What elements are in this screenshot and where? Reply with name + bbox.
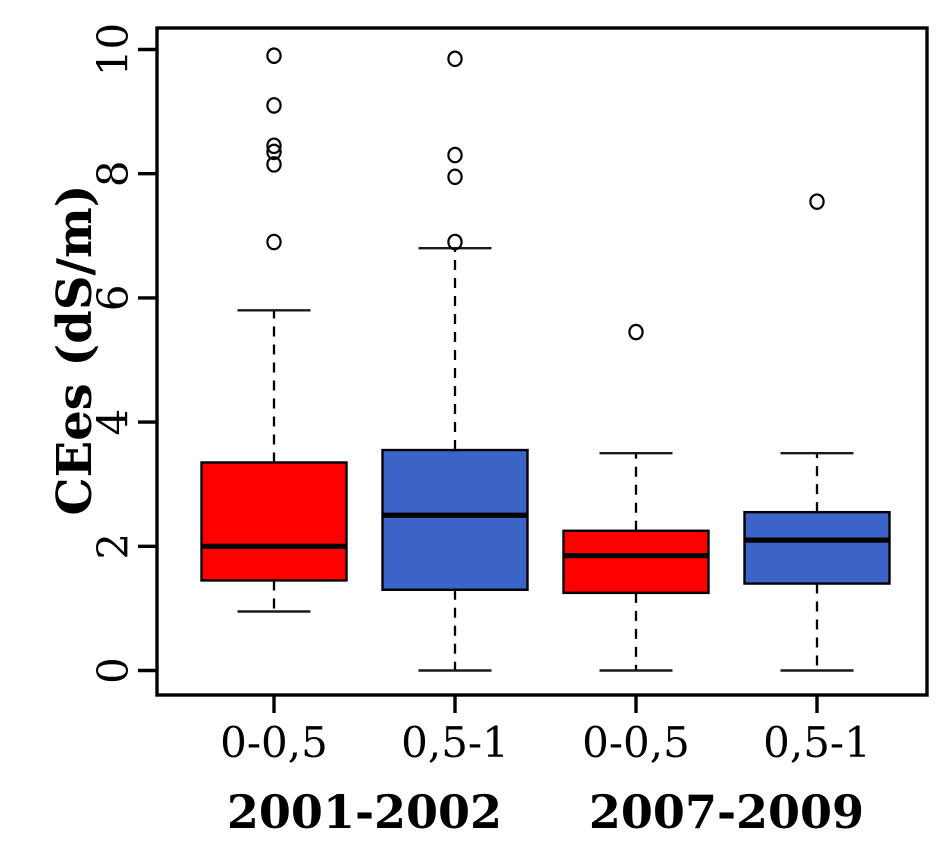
outlier-point bbox=[266, 47, 282, 65]
outlier-point bbox=[266, 233, 282, 251]
x-tick-label: 0-0,5 bbox=[582, 718, 690, 767]
group-label: 2001-2002 bbox=[227, 785, 502, 839]
outlier-point bbox=[809, 193, 825, 210]
x-tick-label: 0-0,5 bbox=[220, 718, 328, 767]
y-tick-label: 2 bbox=[89, 533, 138, 560]
iqr-box bbox=[381, 448, 529, 591]
outlier-point bbox=[266, 143, 282, 161]
group-label: 2007-2009 bbox=[589, 785, 864, 839]
outlier-point bbox=[447, 146, 463, 164]
outlier-point bbox=[447, 50, 463, 68]
outlier-point bbox=[447, 168, 463, 186]
y-axis-title: CEes (dS/m) bbox=[47, 184, 103, 515]
outlier-point bbox=[628, 323, 644, 341]
y-tick-label: 6 bbox=[89, 285, 138, 312]
plot-frame bbox=[155, 26, 929, 697]
iqr-box bbox=[200, 461, 348, 582]
outlier-point bbox=[266, 97, 282, 114]
iqr-box bbox=[743, 510, 891, 585]
y-tick-label: 0 bbox=[89, 657, 138, 684]
x-tick-label: 0,5-1 bbox=[763, 718, 871, 767]
x-tick-label: 0,5-1 bbox=[401, 718, 509, 767]
plot-marks: 0 2 4 6 8 10 0-0,5 0,5-1 0-0,5 0,5-1 2001-2002 2007… bbox=[89, 23, 929, 839]
outlier-point bbox=[447, 233, 463, 251]
outlier-point bbox=[266, 137, 282, 155]
y-tick-label: 4 bbox=[89, 409, 138, 436]
y-tick-label: 10 bbox=[89, 23, 138, 76]
outlier-point bbox=[266, 156, 282, 173]
y-tick-label: 8 bbox=[89, 160, 138, 187]
iqr-box bbox=[562, 529, 710, 595]
